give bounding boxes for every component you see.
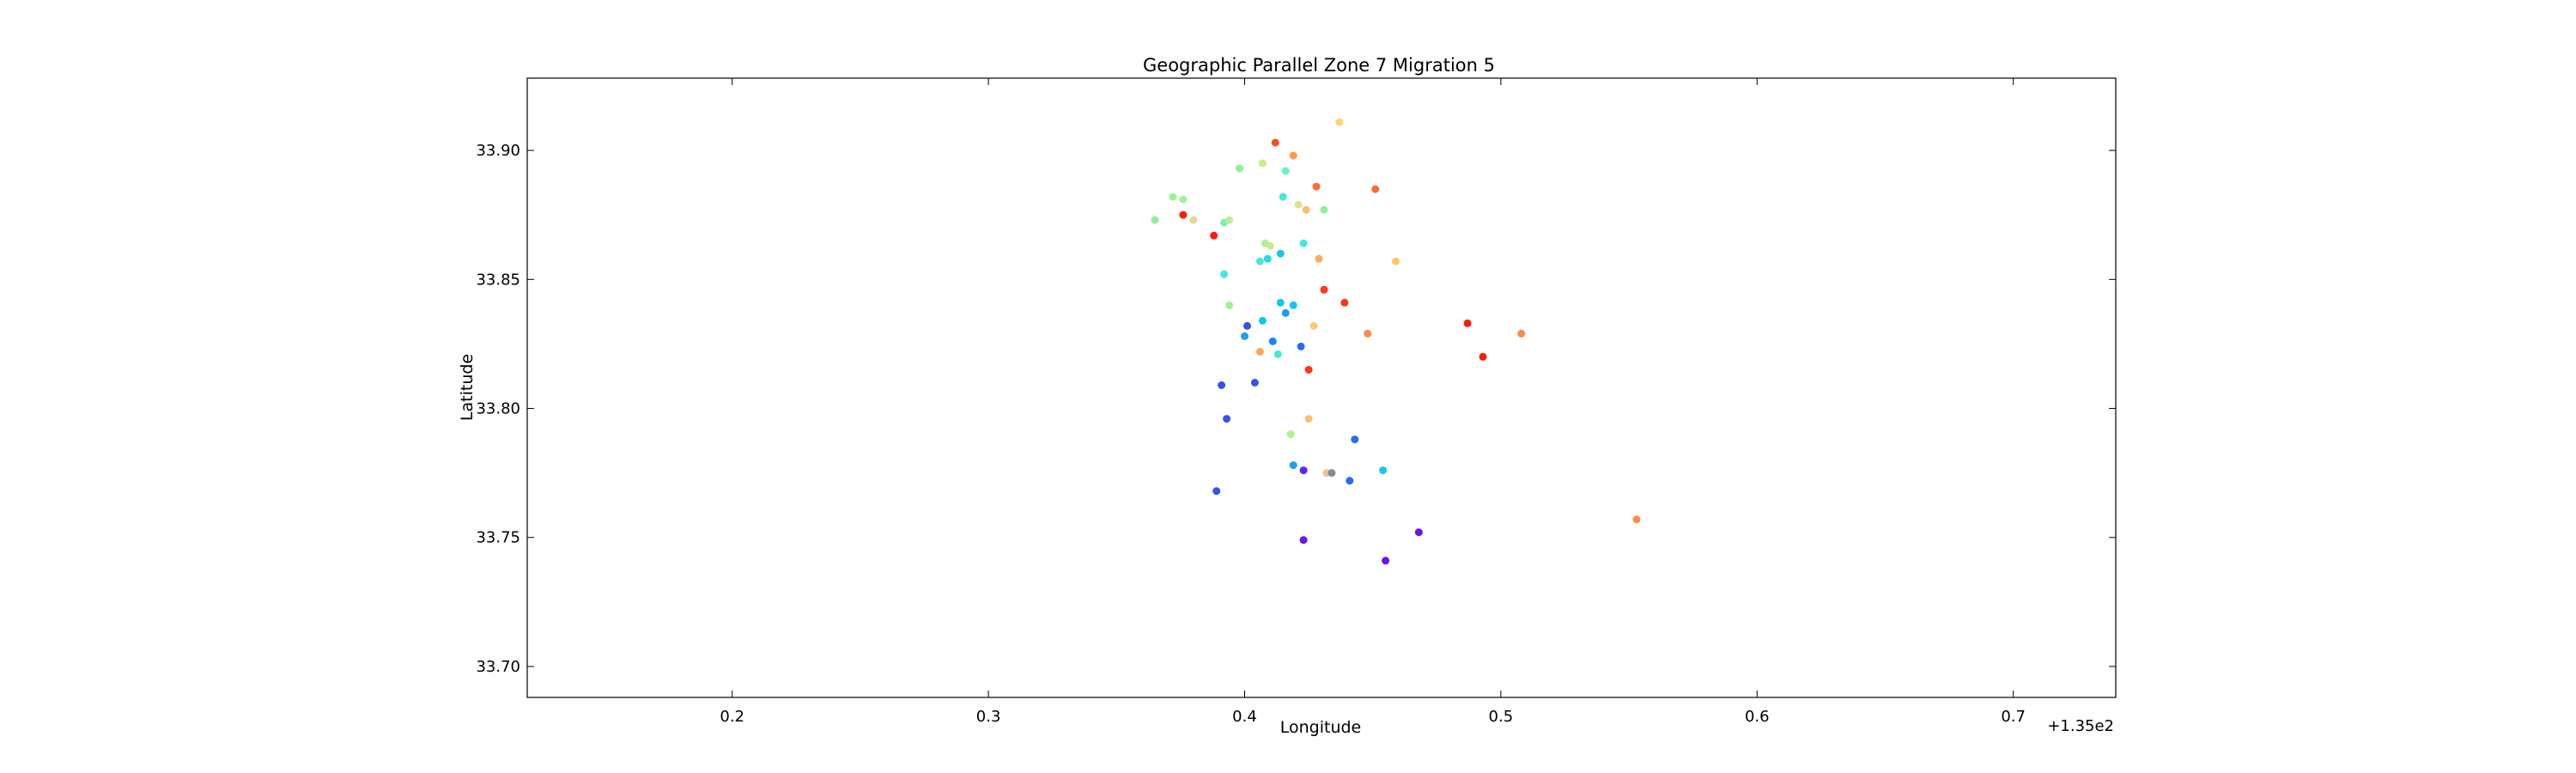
scatter-point-29 bbox=[1320, 285, 1328, 294]
scatter-point-33 bbox=[1289, 301, 1297, 309]
scatter-point-14 bbox=[1179, 210, 1188, 219]
y-tick-label: 33.85 bbox=[476, 271, 520, 289]
plot-area bbox=[526, 77, 2117, 698]
scatter-point-60 bbox=[1212, 487, 1221, 496]
scatter-point-48 bbox=[1250, 379, 1259, 386]
scatter-point-25 bbox=[1276, 249, 1285, 258]
x-axis-label: Longitude bbox=[1280, 718, 1362, 737]
x-axis-offset-label: +1.35e2 bbox=[2047, 717, 2114, 735]
scatter-point-7 bbox=[1371, 185, 1380, 193]
scatter-point-47 bbox=[1304, 366, 1313, 374]
y-axis-label: Latitude bbox=[458, 354, 477, 421]
chart-title: Geographic Parallel Zone 7 Migration 5 bbox=[1143, 55, 1495, 76]
scatter-point-38 bbox=[1463, 319, 1472, 327]
scatter-point-13 bbox=[1320, 205, 1328, 214]
scatter-point-4 bbox=[1236, 164, 1243, 173]
x-tick-label: 0.7 bbox=[2001, 708, 2026, 726]
scatter-point-46 bbox=[1479, 352, 1487, 361]
scatter-point-51 bbox=[1223, 415, 1231, 423]
scatter-point-50 bbox=[1304, 415, 1313, 423]
y-tick-label: 33.70 bbox=[476, 658, 520, 676]
scatter-point-49 bbox=[1218, 381, 1226, 389]
x-tick-label: 0.5 bbox=[1489, 708, 1514, 726]
scatter-point-63 bbox=[1299, 536, 1308, 545]
scatter-point-44 bbox=[1255, 347, 1264, 356]
scatter-point-12 bbox=[1302, 205, 1310, 214]
scatter-point-11 bbox=[1294, 200, 1303, 209]
x-axis-ticks: 0.2 0.3 0.4 0.5 0.6 0.7 bbox=[720, 78, 2026, 726]
scatter-point-43 bbox=[1297, 342, 1305, 350]
scatter-point-62 bbox=[1414, 528, 1423, 537]
scatter-point-41 bbox=[1241, 332, 1249, 340]
scatter-point-36 bbox=[1243, 321, 1251, 330]
scatter-points bbox=[1151, 118, 1641, 565]
scatter-point-27 bbox=[1392, 257, 1400, 265]
scatter-point-37 bbox=[1309, 321, 1318, 330]
scatter-point-24 bbox=[1263, 254, 1272, 263]
y-tick-label: 33.90 bbox=[476, 142, 520, 160]
x-tick-label: 0.3 bbox=[976, 708, 1001, 726]
x-tick-label: 0.6 bbox=[1745, 708, 1770, 726]
scatter-point-26 bbox=[1315, 254, 1323, 263]
x-tick-label: 0.2 bbox=[720, 708, 744, 726]
scatter-point-3 bbox=[1258, 159, 1267, 167]
scatter-point-2 bbox=[1289, 151, 1297, 160]
scatter-point-59 bbox=[1346, 477, 1354, 485]
scatter-point-31 bbox=[1225, 301, 1234, 309]
scatter-point-30 bbox=[1340, 298, 1349, 307]
scatter-point-5 bbox=[1281, 167, 1290, 175]
scatter-point-18 bbox=[1225, 216, 1234, 224]
scatter-point-45 bbox=[1273, 350, 1282, 358]
scatter-point-19 bbox=[1210, 231, 1218, 240]
scatter-point-40 bbox=[1517, 329, 1526, 338]
scatter-point-35 bbox=[1258, 316, 1267, 325]
scatter-point-0 bbox=[1335, 118, 1344, 126]
scatter-point-15 bbox=[1189, 216, 1198, 224]
scatter-point-55 bbox=[1299, 466, 1308, 475]
scatter-point-22 bbox=[1266, 241, 1274, 250]
scatter-point-34 bbox=[1281, 308, 1290, 317]
scatter-point-52 bbox=[1286, 430, 1295, 439]
scatter-point-28 bbox=[1220, 270, 1229, 278]
scatter-point-39 bbox=[1364, 329, 1372, 338]
scatter-point-23 bbox=[1255, 257, 1264, 265]
y-axis-ticks: 33.70 33.75 33.80 33.85 33.90 bbox=[476, 142, 2116, 676]
scatter-point-1 bbox=[1271, 138, 1279, 147]
scatter-point-8 bbox=[1169, 192, 1177, 201]
scatter-point-21 bbox=[1299, 239, 1308, 247]
scatter-point-42 bbox=[1268, 337, 1277, 345]
scatter-point-54 bbox=[1289, 461, 1297, 470]
scatter-point-32 bbox=[1276, 298, 1285, 307]
x-tick-label: 0.4 bbox=[1232, 708, 1257, 726]
scatter-point-58 bbox=[1327, 469, 1336, 478]
scatter-point-16 bbox=[1151, 216, 1159, 224]
scatter-point-10 bbox=[1279, 192, 1287, 201]
scatter-point-56 bbox=[1379, 466, 1388, 475]
scatter-point-9 bbox=[1179, 195, 1188, 204]
scatter-point-6 bbox=[1312, 182, 1321, 191]
y-tick-label: 33.75 bbox=[476, 529, 520, 547]
scatter-point-53 bbox=[1351, 435, 1359, 444]
scatter-point-61 bbox=[1632, 515, 1641, 524]
y-tick-label: 33.80 bbox=[476, 400, 520, 418]
scatter-point-64 bbox=[1382, 557, 1390, 565]
